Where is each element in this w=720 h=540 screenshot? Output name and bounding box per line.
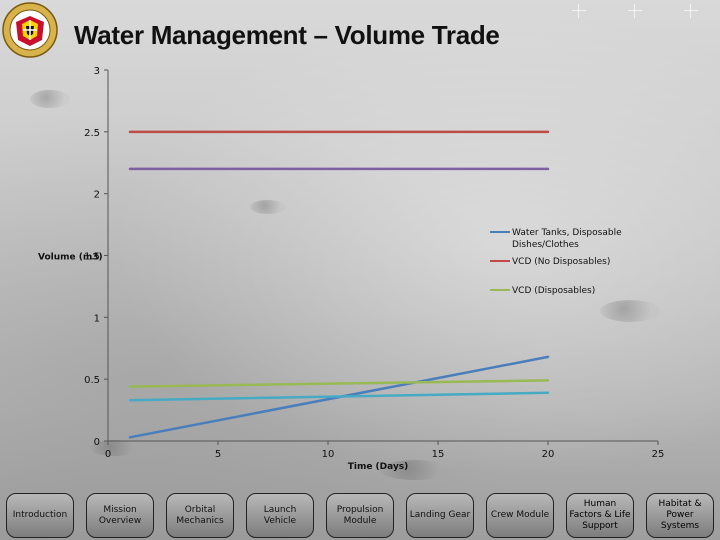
x-axis-label: Time (Days) bbox=[348, 462, 409, 472]
y-tick-label: 1.5 bbox=[84, 252, 100, 263]
nav-landing-gear-button[interactable]: Landing Gear bbox=[406, 493, 474, 538]
chart-plot-area bbox=[128, 130, 550, 439]
nav-habitat-power-button[interactable]: Habitat & Power Systems bbox=[646, 493, 714, 538]
corner-mark bbox=[684, 4, 698, 18]
x-tick-label: 20 bbox=[542, 449, 555, 460]
crater bbox=[30, 90, 70, 108]
x-tick-label: 5 bbox=[215, 449, 221, 460]
volume-trade-chart: 0 0.5 1 1.5 2 2.5 3 0 5 10 15 20 25 Time (Days) Volume… bbox=[38, 66, 664, 472]
y-tick-label: 1 bbox=[94, 313, 100, 324]
corner-mark bbox=[628, 4, 642, 18]
nav-mission-overview-button[interactable]: Mission Overview bbox=[86, 493, 154, 538]
nav-launch-vehicle-button[interactable]: Launch Vehicle bbox=[246, 493, 314, 538]
y-tick-label: 0 bbox=[94, 437, 100, 448]
chart-axes: 0 0.5 1 1.5 2 2.5 3 0 5 10 15 20 25 Time (Days) Volume… bbox=[38, 66, 664, 472]
x-tick-label: 0 bbox=[105, 449, 111, 460]
x-tick-label: 15 bbox=[432, 449, 445, 460]
crater bbox=[600, 300, 660, 322]
legend-label: VCD (No Disposables) bbox=[512, 257, 610, 267]
series-line-5 bbox=[128, 391, 550, 402]
corner-mark bbox=[572, 4, 586, 18]
crater bbox=[380, 460, 450, 480]
legend-label: Water Tanks, Disposable bbox=[512, 228, 622, 238]
y-tick-label: 2.5 bbox=[84, 128, 100, 139]
nav-introduction-button[interactable]: Introduction bbox=[6, 493, 74, 538]
y-tick-label: 3 bbox=[94, 66, 100, 77]
x-tick-label: 10 bbox=[322, 449, 335, 460]
series-line-3 bbox=[128, 379, 550, 388]
crater bbox=[90, 440, 140, 456]
legend-label: VCD (Disposables) bbox=[512, 286, 595, 296]
nav-crew-module-button[interactable]: Crew Module bbox=[486, 493, 554, 538]
x-tick-label: 25 bbox=[652, 449, 665, 460]
legend-label: Dishes/Clothes bbox=[512, 240, 579, 250]
chart-legend: Water Tanks, Disposable Dishes/Clothes VCD… bbox=[490, 228, 622, 296]
crater bbox=[250, 200, 286, 214]
y-tick-label: 2 bbox=[94, 190, 100, 201]
nav-orbital-mechanics-button[interactable]: Orbital Mechanics bbox=[166, 493, 234, 538]
nav-human-factors-button[interactable]: Human Factors & Life Support bbox=[566, 493, 634, 538]
university-seal-logo bbox=[2, 2, 58, 58]
section-nav-bar: Introduction Mission Overview Orbital Me… bbox=[0, 491, 720, 540]
page-title: Water Management – Volume Trade bbox=[74, 20, 500, 50]
y-axis-label: Volume (m3) bbox=[38, 253, 103, 263]
y-tick-label: 0.5 bbox=[84, 375, 100, 386]
nav-propulsion-module-button[interactable]: Propulsion Module bbox=[326, 493, 394, 538]
